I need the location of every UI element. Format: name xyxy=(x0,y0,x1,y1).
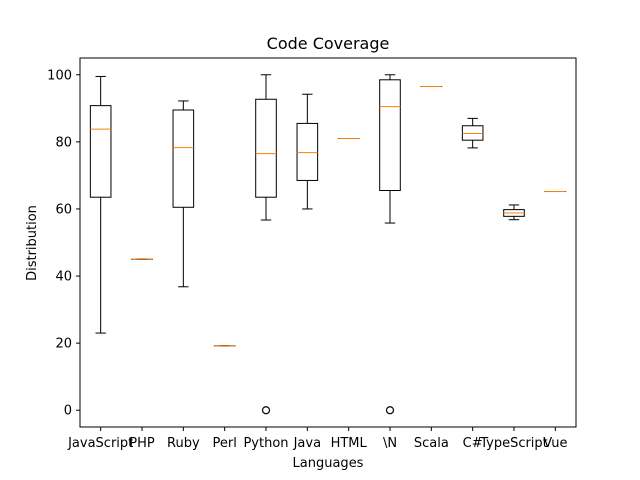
iqr-box xyxy=(172,109,195,208)
y-tick-label: 100 xyxy=(47,68,72,83)
iqr-box xyxy=(89,105,112,198)
x-tick-label: \N xyxy=(383,436,397,451)
y-axis: 0 20 40 60 80 100 xyxy=(47,68,80,419)
x-tick-label: PHP xyxy=(129,436,155,451)
y-tick-label: 60 xyxy=(55,202,72,217)
y-axis-label: Distribution xyxy=(25,205,40,281)
box-c# xyxy=(461,117,484,149)
box-javascript xyxy=(89,75,112,334)
x-tick-label: JavaScript xyxy=(67,436,133,451)
box-typescript xyxy=(503,204,525,221)
y-tick-label: 0 xyxy=(64,404,72,419)
y-tick-label: 80 xyxy=(55,135,72,150)
x-axis-label: Languages xyxy=(293,456,364,471)
y-tick-label: 40 xyxy=(55,270,72,285)
box-ruby xyxy=(172,100,195,288)
box-n xyxy=(379,74,401,415)
x-tick-label: C# xyxy=(463,436,483,451)
x-tick-label: Vue xyxy=(543,436,567,451)
box-java xyxy=(296,93,319,210)
outlier-point xyxy=(261,406,271,415)
plot-area xyxy=(79,57,577,428)
box-python xyxy=(255,74,277,415)
x-tick-label: Java xyxy=(293,436,321,451)
chart-title: Code Coverage xyxy=(267,34,390,53)
x-tick-label: Python xyxy=(243,436,288,451)
x-tick-label: TypeScript xyxy=(479,436,548,451)
x-tick-label: HTML xyxy=(331,436,368,451)
iqr-box xyxy=(461,125,484,141)
boxes xyxy=(89,74,567,415)
x-tick-label: Ruby xyxy=(167,436,200,451)
x-tick-label: Perl xyxy=(212,436,236,451)
y-tick-label: 20 xyxy=(55,337,72,352)
iqr-box xyxy=(255,98,277,198)
iqr-box xyxy=(379,79,401,192)
outlier-point xyxy=(385,406,395,415)
x-tick-label: Scala xyxy=(414,436,449,451)
iqr-box xyxy=(296,122,319,181)
